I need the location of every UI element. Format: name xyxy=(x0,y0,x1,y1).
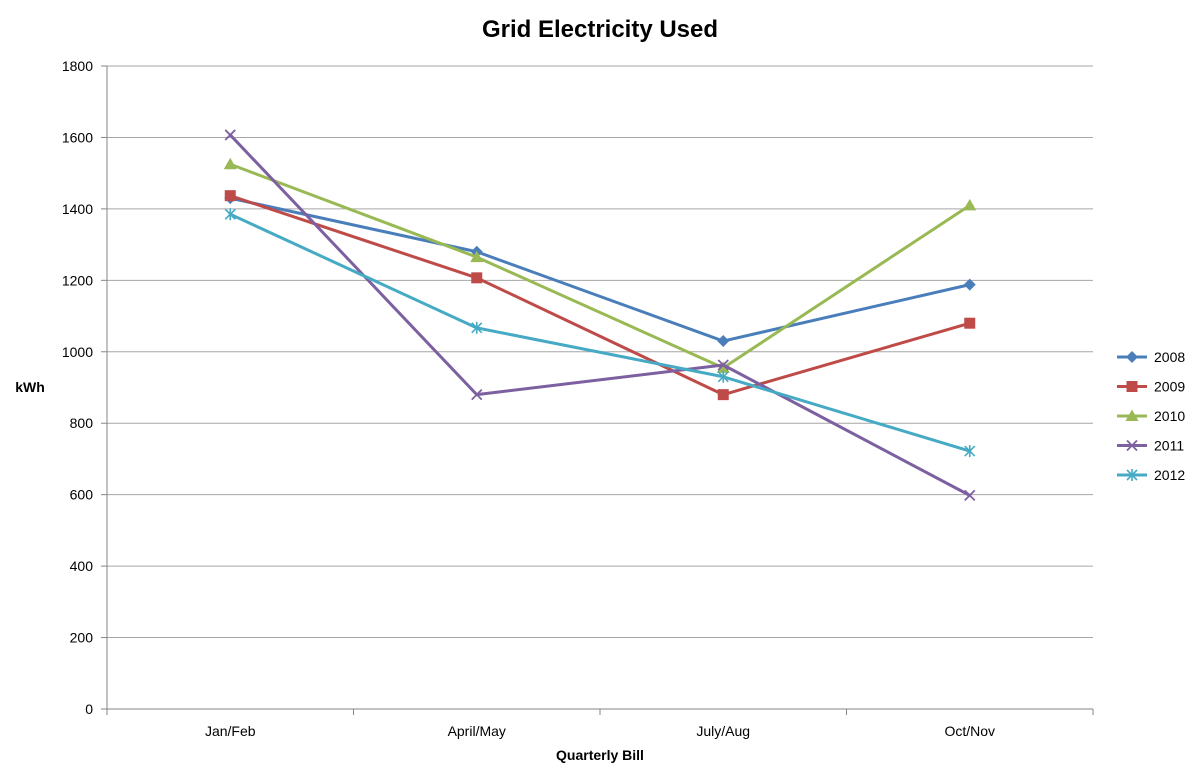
data-point xyxy=(964,445,976,458)
x-axis-title: Quarterly Bill xyxy=(556,747,644,763)
data-point xyxy=(964,489,976,502)
legend-item-2010: 2010 xyxy=(1117,408,1185,424)
data-point xyxy=(964,317,976,329)
data-point xyxy=(716,361,730,373)
y-tick-label: 600 xyxy=(70,487,94,503)
y-tick-label: 1600 xyxy=(62,129,93,145)
data-point xyxy=(717,389,729,401)
legend-item-2009: 2009 xyxy=(1117,379,1185,395)
legend-item-2012: 2012 xyxy=(1117,467,1185,483)
data-point xyxy=(717,359,729,371)
legend-label: 2010 xyxy=(1154,408,1185,424)
legend-label: 2009 xyxy=(1154,379,1185,395)
data-point xyxy=(963,278,976,291)
x-tick-label: April/May xyxy=(448,723,506,739)
y-tick-label: 1200 xyxy=(62,272,93,288)
data-point xyxy=(471,272,483,284)
data-point xyxy=(717,335,730,348)
data-point xyxy=(471,321,483,334)
y-tick-label: 0 xyxy=(85,701,93,717)
series-line xyxy=(228,133,972,497)
legend-label: 2012 xyxy=(1154,467,1185,483)
chart-title: Grid Electricity Used xyxy=(482,16,718,43)
legend-marker xyxy=(1126,439,1138,452)
series-line xyxy=(228,212,972,453)
series-2011 xyxy=(224,129,976,502)
y-tick-label: 200 xyxy=(70,630,94,646)
legend-label: 2011 xyxy=(1154,438,1184,454)
y-tick-label: 1000 xyxy=(62,344,93,360)
y-tick-label: 400 xyxy=(70,558,94,574)
data-point xyxy=(471,389,483,401)
series-2009 xyxy=(224,190,976,401)
series-line xyxy=(228,162,972,370)
data-point xyxy=(224,129,236,141)
y-tick-label: 1400 xyxy=(62,201,93,217)
data-point xyxy=(470,250,484,263)
series-line xyxy=(228,196,972,343)
legend-item-2008: 2008 xyxy=(1117,349,1185,365)
y-tick-label: 1800 xyxy=(62,58,93,74)
axes: 0 200 400 600 800 1000 1200 1400 1600 1800 Jan/Feb… xyxy=(62,58,1094,739)
data-point xyxy=(717,370,729,383)
x-tick-label: July/Aug xyxy=(696,723,750,739)
legend-marker xyxy=(1126,381,1138,392)
x-tick-label: Jan/Feb xyxy=(205,723,256,739)
y-axis-title: kWh xyxy=(15,379,45,395)
data-point xyxy=(223,157,237,170)
series-line xyxy=(228,194,972,397)
legend-marker xyxy=(1126,469,1138,481)
legend-marker xyxy=(1125,409,1139,421)
series-2010 xyxy=(223,157,977,373)
legend-marker xyxy=(1126,351,1138,363)
legend: 2008 2009 2010 2011 2012 xyxy=(1117,349,1185,483)
legend-label: 2008 xyxy=(1154,349,1185,365)
legend-item-2011: 2011 xyxy=(1117,438,1184,454)
series-2012 xyxy=(224,208,976,458)
series-lines xyxy=(223,129,977,502)
data-point xyxy=(963,198,977,211)
x-tick-label: Oct/Nov xyxy=(944,723,995,739)
series-2008 xyxy=(224,192,976,348)
y-tick-label: 800 xyxy=(70,415,94,431)
data-point xyxy=(224,190,236,202)
data-point xyxy=(224,208,236,221)
